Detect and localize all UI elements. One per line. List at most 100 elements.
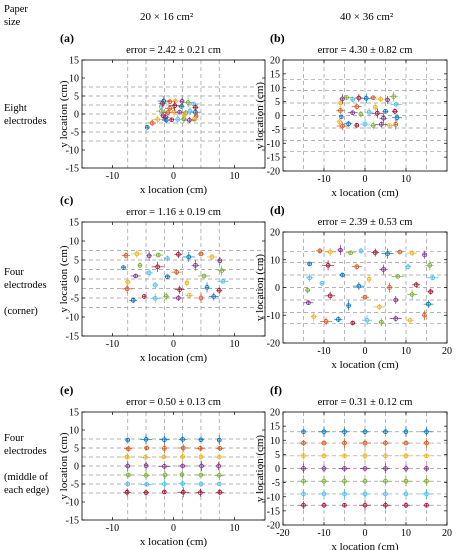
data-point <box>403 466 409 471</box>
x-axis-label: x location (cm) <box>331 187 399 199</box>
x-tick-label: 10 <box>401 346 411 357</box>
data-point <box>171 109 177 115</box>
data-point <box>121 265 126 270</box>
data-point <box>321 440 327 446</box>
x-tick-label: -10 <box>106 339 119 350</box>
chart-panel: -10 0 10 -15 -10 -5 0 5 10 15 error = 2.42 ± 0.21 … <box>58 31 266 196</box>
x-tick-label: -10 <box>317 528 330 539</box>
data-point <box>165 274 170 280</box>
x-tick-label: 0 <box>363 346 368 357</box>
data-point <box>405 264 411 270</box>
data-point <box>424 440 429 446</box>
data-point <box>342 502 347 508</box>
data-point <box>362 502 368 508</box>
data-point <box>301 466 306 471</box>
y-tick-label: -20 <box>267 167 280 178</box>
data-point <box>130 297 136 303</box>
y-tick-label: -15 <box>66 332 79 343</box>
panel-tag: (f) <box>270 383 282 397</box>
data-point <box>143 437 149 442</box>
data-point <box>350 110 356 116</box>
row-label-line: electrodes <box>4 280 47 291</box>
data-point <box>144 482 150 487</box>
data-point <box>393 316 399 321</box>
y-tick-label: -10 <box>267 492 280 503</box>
data-point <box>379 319 384 325</box>
data-point <box>403 491 409 497</box>
column-header-small: 20 × 16 cm² <box>140 11 194 23</box>
data-point <box>403 478 409 484</box>
data-point <box>217 446 223 451</box>
data-point <box>342 491 347 497</box>
y-axis-label: y location (cm) <box>254 435 266 503</box>
data-point <box>424 491 429 497</box>
data-point <box>354 122 360 128</box>
data-point <box>407 317 413 323</box>
data-point <box>186 254 192 260</box>
data-point <box>374 110 380 116</box>
data-point <box>162 464 167 469</box>
panel-tag: (a) <box>60 31 74 45</box>
data-point <box>342 453 347 459</box>
data-point <box>362 453 368 459</box>
data-point <box>198 454 204 460</box>
x-axis-label: x location (cm) <box>140 352 208 364</box>
data-point <box>311 314 317 319</box>
data-point <box>362 478 368 484</box>
y-tick-label: 20 <box>270 408 280 419</box>
x-tick-label: 10 <box>401 174 411 185</box>
data-point <box>146 270 152 276</box>
x-axis-label: x location (cm) <box>140 536 208 548</box>
y-tick-label: -5 <box>71 480 79 491</box>
data-point <box>321 491 327 497</box>
data-point <box>422 312 427 318</box>
data-point <box>162 489 167 495</box>
data-point <box>179 472 185 477</box>
y-tick-label: -5 <box>71 294 79 305</box>
y-tick-label: 0 <box>275 464 280 475</box>
data-point <box>180 481 185 486</box>
data-point <box>321 466 327 471</box>
data-point <box>424 478 429 484</box>
data-point <box>198 472 204 478</box>
data-point <box>301 429 306 435</box>
data-point <box>187 117 192 123</box>
data-point <box>383 453 388 459</box>
data-point <box>403 453 409 459</box>
data-point <box>336 317 341 322</box>
data-point <box>370 95 376 101</box>
data-point <box>306 300 311 306</box>
y-tick-label: -10 <box>66 498 79 509</box>
data-point <box>409 292 415 297</box>
data-point <box>362 466 368 471</box>
data-point <box>387 285 392 290</box>
row-label-line: (middle of <box>4 472 49 483</box>
x-tick-label: 10 <box>230 339 240 350</box>
data-point <box>321 453 327 459</box>
x-tick-label: 10 <box>230 171 240 182</box>
data-point <box>193 262 198 268</box>
data-point <box>358 248 364 254</box>
data-point <box>372 250 378 255</box>
data-point <box>125 437 131 443</box>
x-tick-label: -20 <box>276 528 289 539</box>
data-point <box>199 463 204 469</box>
data-point <box>403 440 409 446</box>
data-point <box>216 473 222 478</box>
data-point <box>427 262 433 268</box>
chart-title: error = 4.30 ± 0.82 cm <box>318 45 413 56</box>
x-tick-label: -10 <box>317 346 330 357</box>
data-point <box>350 320 356 326</box>
data-point <box>338 247 343 253</box>
data-point <box>176 251 181 257</box>
y-tick-label: -20 <box>267 521 280 532</box>
data-point <box>342 440 347 446</box>
data-point <box>422 252 427 258</box>
data-point <box>143 490 149 495</box>
y-tick-label: 15 <box>69 408 79 419</box>
data-point <box>383 491 388 497</box>
data-point <box>378 96 383 102</box>
data-point <box>209 254 215 260</box>
y-axis-label: y location (cm) <box>58 432 70 500</box>
